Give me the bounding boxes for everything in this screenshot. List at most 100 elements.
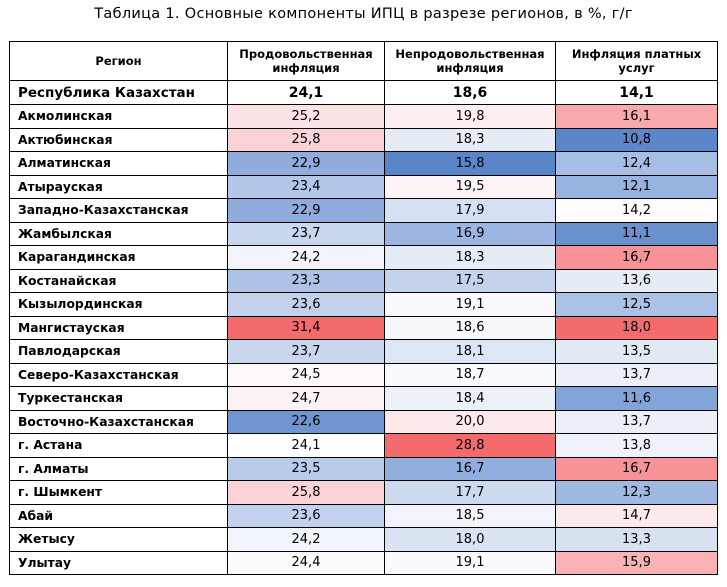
services-inflation-cell: 13,5	[555, 339, 718, 364]
region-name-cell: Актюбинская	[9, 127, 228, 152]
region-name-cell: Жамбылская	[9, 221, 228, 246]
region-name-cell: Карагандинская	[9, 245, 228, 270]
region-name-cell: г. Шымкент	[9, 480, 228, 505]
services-inflation-cell: 16,7	[555, 245, 718, 270]
food-inflation-cell: 24,4	[227, 550, 385, 575]
header-services-inflation: Инфляция платных услуг	[555, 41, 718, 81]
nonfood-inflation-cell: 18,4	[384, 386, 556, 411]
services-inflation-cell: 15,9	[555, 550, 718, 575]
food-inflation-cell: 23,5	[227, 456, 385, 481]
nonfood-inflation-cell: 15,8	[384, 151, 556, 176]
services-inflation-cell: 11,6	[555, 386, 718, 411]
nonfood-inflation-cell: 18,7	[384, 362, 556, 387]
header-region: Регион	[9, 41, 228, 81]
table-row: г. Шымкент 25,8 17,7 12,3	[9, 480, 718, 505]
food-inflation-cell: 24,2	[227, 245, 385, 270]
header-row: Регион Продовольственная инфляция Непрод…	[9, 41, 718, 81]
nonfood-inflation-cell: 28,8	[384, 433, 556, 458]
table-row: Павлодарская 23,7 18,1 13,5	[9, 339, 718, 364]
food-inflation-cell: 25,8	[227, 480, 385, 505]
table-row: Мангистауская 31,4 18,6 18,0	[9, 315, 718, 340]
services-inflation-cell: 16,7	[555, 456, 718, 481]
services-inflation-cell: 14,2	[555, 198, 718, 223]
nonfood-inflation-cell: 19,1	[384, 550, 556, 575]
food-inflation-cell: 23,7	[227, 339, 385, 364]
food-inflation-cell: 23,7	[227, 221, 385, 246]
table-row: г. Астана 24,1 28,8 13,8	[9, 433, 718, 458]
table-row: Туркестанская 24,7 18,4 11,6	[9, 386, 718, 411]
nonfood-inflation-cell: 18,3	[384, 245, 556, 270]
services-inflation-cell: 13,8	[555, 433, 718, 458]
table-row: Акмолинская 25,2 19,8 16,1	[9, 104, 718, 129]
nonfood-inflation-cell: 18,5	[384, 503, 556, 528]
region-name-cell: Кызылординская	[9, 292, 228, 317]
region-name-cell: Жетысу	[9, 527, 228, 552]
table-row: Улытау 24,4 19,1 15,9	[9, 550, 718, 575]
food-inflation-cell: 22,9	[227, 198, 385, 223]
services-inflation-cell: 11,1	[555, 221, 718, 246]
table-row: Атырауская 23,4 19,5 12,1	[9, 174, 718, 199]
table-row: Алматинская 22,9 15,8 12,4	[9, 151, 718, 176]
services-inflation-cell: 16,1	[555, 104, 718, 129]
nonfood-inflation-cell: 17,7	[384, 480, 556, 505]
region-name-cell: Северо-Казахстанская	[9, 362, 228, 387]
region-name-cell: г. Алматы	[9, 456, 228, 481]
nonfood-inflation-cell: 18,3	[384, 127, 556, 152]
region-name-cell: Мангистауская	[9, 315, 228, 340]
table-row: Жамбылская 23,7 16,9 11,1	[9, 221, 718, 246]
nonfood-inflation-cell: 18,1	[384, 339, 556, 364]
food-inflation-cell: 22,6	[227, 409, 385, 434]
services-inflation-cell: 13,3	[555, 527, 718, 552]
food-inflation-cell: 23,6	[227, 503, 385, 528]
total-region-name: Республика Казахстан	[9, 80, 228, 105]
region-name-cell: Туркестанская	[9, 386, 228, 411]
table-row: Карагандинская 24,2 18,3 16,7	[9, 245, 718, 270]
food-inflation-cell: 24,1	[227, 433, 385, 458]
nonfood-inflation-cell: 18,6	[384, 315, 556, 340]
services-inflation-cell: 13,6	[555, 268, 718, 293]
region-name-cell: Атырауская	[9, 174, 228, 199]
food-inflation-cell: 22,9	[227, 151, 385, 176]
region-name-cell: г. Астана	[9, 433, 228, 458]
nonfood-inflation-cell: 19,8	[384, 104, 556, 129]
header-food-inflation: Продовольственная инфляция	[227, 41, 385, 81]
table-row: Западно-Казахстанская 22,9 17,9 14,2	[9, 198, 718, 223]
region-name-cell: Алматинская	[9, 151, 228, 176]
region-name-cell: Акмолинская	[9, 104, 228, 129]
total-services-value: 14,1	[555, 80, 718, 105]
nonfood-inflation-cell: 16,7	[384, 456, 556, 481]
food-inflation-cell: 23,3	[227, 268, 385, 293]
food-inflation-cell: 25,8	[227, 127, 385, 152]
food-inflation-cell: 31,4	[227, 315, 385, 340]
total-nonfood-value: 18,6	[384, 80, 556, 105]
services-inflation-cell: 13,7	[555, 362, 718, 387]
region-name-cell: Западно-Казахстанская	[9, 198, 228, 223]
services-inflation-cell: 13,7	[555, 409, 718, 434]
region-name-cell: Восточно-Казахстанская	[9, 409, 228, 434]
services-inflation-cell: 12,5	[555, 292, 718, 317]
food-inflation-cell: 23,6	[227, 292, 385, 317]
table-row: г. Алматы 23,5 16,7 16,7	[9, 456, 718, 481]
total-row: Республика Казахстан 24,1 18,6 14,1	[9, 80, 718, 105]
food-inflation-cell: 25,2	[227, 104, 385, 129]
food-inflation-cell: 24,5	[227, 362, 385, 387]
nonfood-inflation-cell: 17,5	[384, 268, 556, 293]
table-row: Абай 23,6 18,5 14,7	[9, 503, 718, 528]
regional-cpi-table: Регион Продовольственная инфляция Непрод…	[9, 41, 718, 575]
table-row: Кызылординская 23,6 19,1 12,5	[9, 292, 718, 317]
nonfood-inflation-cell: 20,0	[384, 409, 556, 434]
services-inflation-cell: 12,3	[555, 480, 718, 505]
table-caption: Таблица 1. Основные компоненты ИПЦ в раз…	[94, 6, 633, 22]
nonfood-inflation-cell: 17,9	[384, 198, 556, 223]
total-food-value: 24,1	[227, 80, 385, 105]
services-inflation-cell: 12,4	[555, 151, 718, 176]
table-row: Северо-Казахстанская 24,5 18,7 13,7	[9, 362, 718, 387]
services-inflation-cell: 10,8	[555, 127, 718, 152]
region-name-cell: Костанайская	[9, 268, 228, 293]
services-inflation-cell: 14,7	[555, 503, 718, 528]
nonfood-inflation-cell: 19,1	[384, 292, 556, 317]
table-row: Жетысу 24,2 18,0 13,3	[9, 527, 718, 552]
food-inflation-cell: 23,4	[227, 174, 385, 199]
region-name-cell: Павлодарская	[9, 339, 228, 364]
services-inflation-cell: 12,1	[555, 174, 718, 199]
